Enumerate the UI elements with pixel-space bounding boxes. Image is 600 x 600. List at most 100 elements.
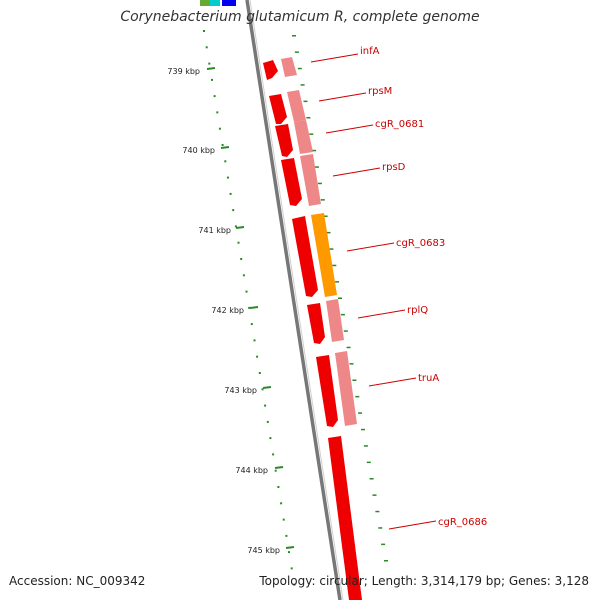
track-dot: [253, 339, 256, 342]
track-dot: [323, 215, 328, 217]
track-dot: [272, 453, 275, 456]
track-dot: [242, 274, 245, 277]
feature-track: [263, 57, 362, 600]
track-dot: [288, 551, 290, 554]
feature-block-cgR_0681[interactable]: [294, 120, 313, 154]
track-dot: [384, 560, 388, 562]
track-dot: [213, 95, 216, 98]
track-dot: [208, 62, 211, 65]
tick-label: 740 kbp: [182, 146, 215, 155]
gene-label-rpsM[interactable]: rpsM: [318, 86, 392, 102]
feature-block-truA[interactable]: [335, 351, 357, 426]
gene-name[interactable]: rpsD: [382, 162, 406, 173]
track-dot: [292, 35, 296, 37]
gene-label-rplQ[interactable]: rplQ: [357, 305, 428, 319]
track-dot: [248, 306, 251, 309]
gene-arrow-truA[interactable]: [316, 355, 338, 427]
top-gene-fragments: [200, 0, 236, 6]
track-dot: [361, 428, 365, 431]
gene-arrow-rplQ[interactable]: [307, 303, 325, 344]
kbp-ticks: 739 kbp 740 kbp 741 kbp 742 kbp 743 kbp …: [167, 67, 295, 555]
gene-name[interactable]: cgR_0686: [438, 517, 487, 528]
page-title: Corynebacterium glutamicum R, complete g…: [120, 9, 480, 25]
track-dot: [381, 543, 386, 546]
gene-arrow-rpsD[interactable]: [281, 158, 302, 206]
track-dot: [203, 30, 205, 32]
gene-name[interactable]: cgR_0681: [375, 119, 424, 130]
gene-arrow-cgR_0686[interactable]: [328, 436, 362, 600]
gene-label-rpsD[interactable]: rpsD: [332, 162, 406, 177]
accession-text: Accession: NC_009342: [9, 574, 146, 588]
gene-arrow-cgR_0681[interactable]: [275, 124, 293, 157]
gene-name[interactable]: cgR_0683: [396, 238, 445, 249]
genome-backbone: [245, 0, 342, 600]
track-dot: [277, 486, 280, 488]
track-dot: [312, 149, 317, 152]
gene-name[interactable]: truA: [418, 373, 439, 384]
track-dot: [294, 51, 299, 53]
track-dot: [229, 192, 232, 195]
track-dot: [232, 209, 235, 212]
track-dot: [261, 388, 264, 391]
tick-741: 741 kbp: [198, 226, 245, 235]
feature-block-rplQ[interactable]: [326, 299, 344, 342]
feature-block-rpsM[interactable]: [287, 90, 306, 122]
track-dot: [266, 420, 269, 423]
track-dot: [375, 510, 380, 513]
feature-block-cgR_0683[interactable]: [311, 213, 337, 297]
gene-arrow-infA[interactable]: [263, 60, 278, 80]
genome-summary: Topology: circular; Length: 3,314,179 bp…: [259, 574, 589, 588]
track-dot: [309, 133, 314, 135]
tick-label: 744 kbp: [235, 466, 268, 475]
feature-block-infA[interactable]: [281, 57, 297, 77]
track-dot: [306, 117, 311, 119]
tick-label: 742 kbp: [211, 306, 244, 315]
tick-label: 741 kbp: [198, 226, 231, 235]
track-dot: [290, 567, 293, 570]
tick-742: 742 kbp: [211, 306, 259, 315]
tick-label: 743 kbp: [224, 386, 257, 395]
track-dot: [332, 264, 337, 267]
track-dot: [280, 502, 283, 505]
gene-label-infA[interactable]: infA: [310, 46, 380, 63]
feature-block-rpsD[interactable]: [300, 154, 321, 206]
track-dot: [358, 412, 363, 414]
track-dot: [234, 225, 237, 228]
track-dot: [335, 281, 340, 283]
tick-740: 740 kbp: [182, 146, 230, 155]
gene-name[interactable]: infA: [360, 46, 380, 57]
gene-labels: infA rpsM cgR_0681 rpsD cgR_0683 rplQ tr…: [310, 46, 487, 530]
track-dot: [317, 182, 322, 185]
track-dot: [274, 469, 277, 472]
track-dot: [256, 355, 259, 358]
gene-name[interactable]: rplQ: [407, 305, 428, 316]
genome-backbone-highlight: [249, 0, 344, 600]
gene-label-cgR_0681[interactable]: cgR_0681: [325, 119, 424, 134]
track-dot: [205, 46, 208, 49]
gene-arrow-rpsM[interactable]: [269, 94, 287, 124]
track-dot: [326, 231, 331, 234]
gene-label-cgR_0683[interactable]: cgR_0683: [346, 238, 445, 252]
track-dot: [240, 258, 243, 260]
track-dot: [282, 518, 285, 521]
track-dot: [245, 290, 248, 293]
gene-name[interactable]: rpsM: [368, 86, 392, 97]
track-dot: [250, 323, 253, 326]
gene-arrow-cgR_0683[interactable]: [292, 216, 318, 297]
track-dot: [226, 176, 229, 179]
track-dot: [264, 404, 267, 407]
tick-745: 745 kbp: [247, 546, 295, 555]
tick-label: 745 kbp: [247, 546, 280, 555]
track-dot: [369, 478, 374, 480]
track-dot: [378, 527, 383, 529]
gene-label-cgR_0686[interactable]: cgR_0686: [388, 517, 487, 530]
track-dot: [221, 144, 224, 146]
gene-label-truA[interactable]: truA: [368, 373, 439, 387]
tick-743: 743 kbp: [224, 386, 272, 395]
track-dot: [372, 494, 377, 496]
outer-dotted-track: [292, 35, 388, 562]
track-dot: [352, 379, 357, 381]
track-dot: [355, 395, 360, 398]
track-dot: [300, 84, 305, 86]
tick-label: 739 kbp: [167, 67, 200, 76]
